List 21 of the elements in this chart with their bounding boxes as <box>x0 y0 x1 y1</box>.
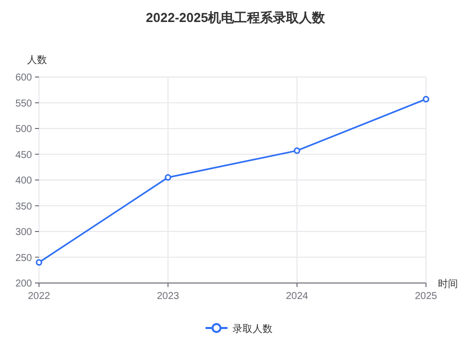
y-tick-label: 350 <box>15 201 32 212</box>
y-tick-label: 450 <box>15 150 32 161</box>
point <box>294 147 300 154</box>
point <box>422 96 430 102</box>
x-tick-label: 2025 <box>414 291 438 302</box>
y-tick-label: 300 <box>15 227 32 238</box>
y-tick-label: 600 <box>15 72 32 84</box>
x-axis-title: 时间 <box>438 278 458 290</box>
x-tick-label: 2024 <box>286 291 309 302</box>
y-tick-label: 250 <box>15 252 32 264</box>
x-tick-label: 2023 <box>156 291 180 302</box>
legend-label: 录取人数 <box>232 324 272 335</box>
x-tick-label: 2022 <box>28 291 51 302</box>
y-tick-label: 400 <box>15 176 32 186</box>
y-tick-label: 550 <box>15 98 32 110</box>
y-tick-label: 200 <box>15 278 32 290</box>
chart-title: 2022-2025机电工程系录取人数 <box>146 10 326 25</box>
point <box>36 259 42 266</box>
y-tick-label: 500 <box>15 124 32 135</box>
point <box>164 174 172 181</box>
y-axis-title: 人数 <box>27 55 47 66</box>
